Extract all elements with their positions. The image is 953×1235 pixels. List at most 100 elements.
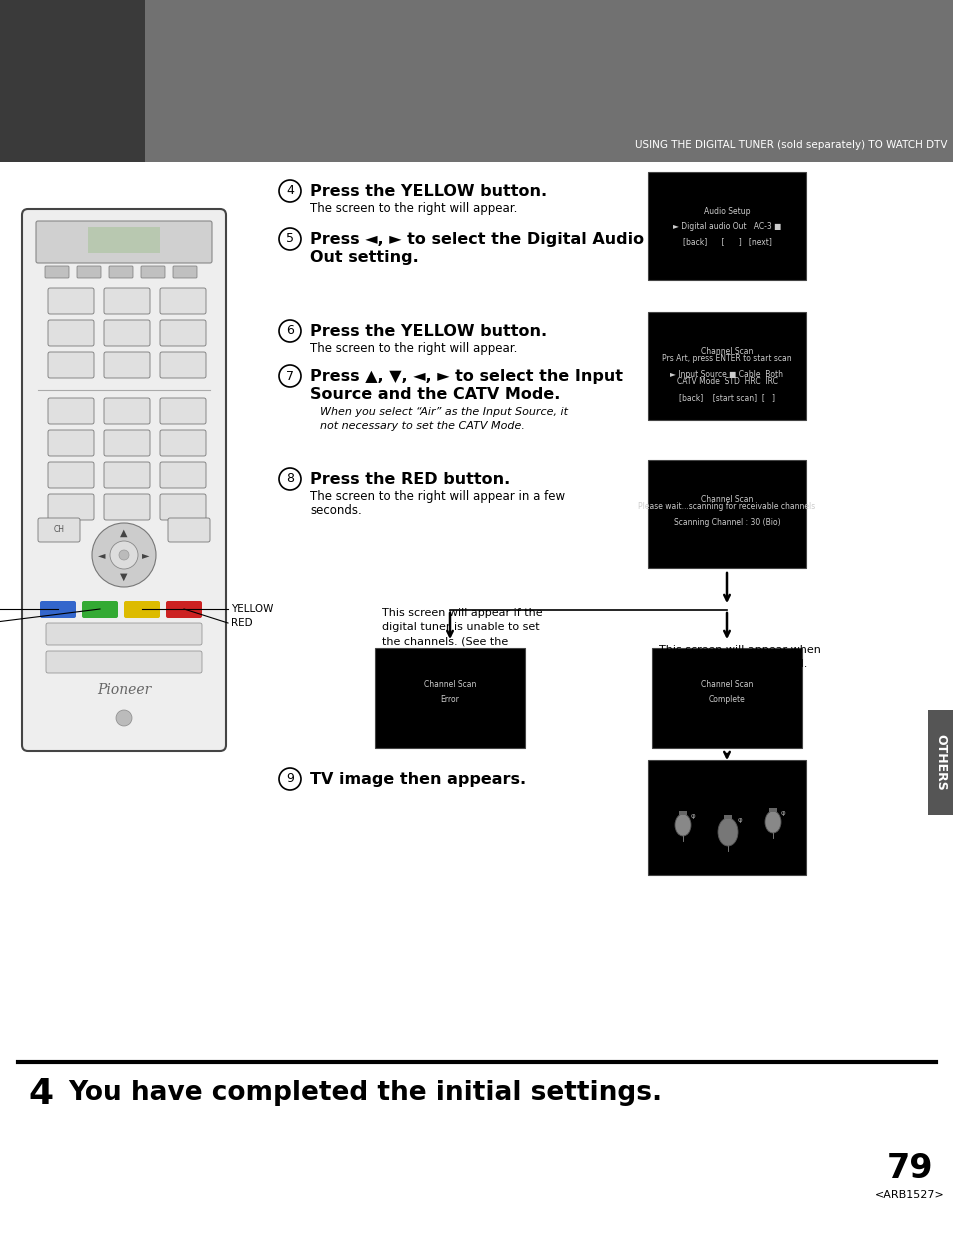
Text: When you select “Air” as the Input Source, it: When you select “Air” as the Input Sourc… (319, 408, 567, 417)
FancyBboxPatch shape (48, 288, 94, 314)
Circle shape (119, 550, 129, 559)
Text: 5: 5 (286, 232, 294, 246)
FancyBboxPatch shape (104, 288, 150, 314)
FancyBboxPatch shape (45, 266, 69, 278)
Bar (679, 811, 686, 815)
Bar (88, 227, 160, 253)
Bar (647, 312, 805, 420)
FancyBboxPatch shape (166, 601, 202, 618)
Text: ►: ► (142, 550, 150, 559)
Text: 9: 9 (286, 773, 294, 785)
Bar (0, 0, 145, 162)
FancyBboxPatch shape (48, 320, 94, 346)
FancyBboxPatch shape (160, 398, 206, 424)
Text: 4: 4 (286, 184, 294, 198)
FancyBboxPatch shape (160, 320, 206, 346)
FancyBboxPatch shape (104, 430, 150, 456)
Text: USING THE DIGITAL TUNER (sold separately) TO WATCH DTV: USING THE DIGITAL TUNER (sold separately… (635, 140, 947, 149)
Text: Channel Scan: Channel Scan (700, 494, 753, 504)
Text: ▼: ▼ (120, 572, 128, 582)
FancyBboxPatch shape (22, 209, 226, 751)
Text: ◄: ◄ (98, 550, 106, 559)
FancyBboxPatch shape (160, 494, 206, 520)
Text: 7: 7 (286, 369, 294, 383)
Bar (647, 459, 805, 568)
Text: Press ▲, ▼, ◄, ► to select the Input: Press ▲, ▼, ◄, ► to select the Input (310, 369, 622, 384)
Text: ▲: ▲ (120, 529, 128, 538)
Bar (768, 808, 776, 811)
Text: Complete: Complete (708, 695, 744, 704)
Text: [back]    [start scan]  [   ]: [back] [start scan] [ ] (679, 393, 774, 401)
Text: CH: CH (53, 526, 65, 535)
Text: Channel Scan: Channel Scan (700, 347, 753, 356)
Text: ► Digital audio Out   AC-3 ■: ► Digital audio Out AC-3 ■ (672, 222, 781, 231)
Text: The screen to the right will appear.: The screen to the right will appear. (310, 203, 517, 215)
Circle shape (116, 710, 132, 726)
FancyBboxPatch shape (104, 462, 150, 488)
Text: Audio Setup: Audio Setup (703, 206, 749, 216)
Text: seconds.: seconds. (310, 504, 361, 517)
FancyBboxPatch shape (160, 288, 206, 314)
Text: φ: φ (737, 818, 741, 823)
FancyBboxPatch shape (124, 601, 160, 618)
FancyBboxPatch shape (82, 601, 118, 618)
FancyBboxPatch shape (172, 266, 196, 278)
Circle shape (110, 541, 138, 569)
Text: This screen will appear when
channel scan has finished.: This screen will appear when channel sca… (659, 645, 820, 669)
Text: TV image then appears.: TV image then appears. (310, 772, 525, 787)
Text: 8: 8 (286, 473, 294, 485)
Text: Prs Art, press ENTER to start scan: Prs Art, press ENTER to start scan (661, 354, 791, 363)
FancyBboxPatch shape (104, 494, 150, 520)
Text: You have completed the initial settings.: You have completed the initial settings. (68, 1079, 661, 1107)
FancyBboxPatch shape (141, 266, 165, 278)
Text: Out setting.: Out setting. (310, 249, 418, 266)
FancyBboxPatch shape (77, 266, 101, 278)
FancyBboxPatch shape (160, 352, 206, 378)
Text: Please wait...scanning for receivable channels: Please wait...scanning for receivable ch… (638, 503, 815, 511)
FancyBboxPatch shape (160, 462, 206, 488)
Text: φ: φ (690, 813, 695, 819)
FancyBboxPatch shape (109, 266, 132, 278)
Text: Press the RED button.: Press the RED button. (310, 472, 510, 487)
Text: Press the YELLOW button.: Press the YELLOW button. (310, 324, 547, 338)
FancyBboxPatch shape (40, 601, 76, 618)
Bar (647, 760, 805, 876)
FancyBboxPatch shape (104, 398, 150, 424)
FancyBboxPatch shape (38, 517, 80, 542)
Text: Press ◄, ► to select the Digital Audio: Press ◄, ► to select the Digital Audio (310, 232, 643, 247)
Text: Press the YELLOW button.: Press the YELLOW button. (310, 184, 547, 199)
FancyBboxPatch shape (48, 352, 94, 378)
Text: 79: 79 (886, 1152, 932, 1186)
Text: This screen will appear if the
digital tuner is unable to set
the channels. (See: This screen will appear if the digital t… (381, 608, 542, 674)
Text: Scanning Channel : 30 (Bio): Scanning Channel : 30 (Bio) (673, 517, 780, 526)
Text: RED: RED (231, 618, 253, 629)
FancyBboxPatch shape (48, 430, 94, 456)
FancyBboxPatch shape (104, 352, 150, 378)
FancyBboxPatch shape (46, 622, 202, 645)
FancyBboxPatch shape (48, 398, 94, 424)
Text: 4: 4 (28, 1077, 53, 1112)
Text: 6: 6 (286, 325, 294, 337)
FancyBboxPatch shape (48, 494, 94, 520)
Bar (647, 172, 805, 280)
Text: Channel Scan: Channel Scan (700, 680, 753, 689)
Text: not necessary to set the CATV Mode.: not necessary to set the CATV Mode. (319, 421, 524, 431)
Text: <ARB1527>: <ARB1527> (874, 1191, 943, 1200)
Text: The screen to the right will appear in a few: The screen to the right will appear in a… (310, 490, 564, 503)
Text: CATV Mode  STD  HRC  IRC: CATV Mode STD HRC IRC (676, 378, 777, 387)
Bar (375, 648, 524, 748)
Ellipse shape (764, 811, 781, 832)
FancyBboxPatch shape (46, 651, 202, 673)
Text: Pioneer: Pioneer (97, 683, 151, 697)
Bar (145, 0, 953, 162)
Text: OTHERS: OTHERS (934, 734, 946, 790)
FancyBboxPatch shape (168, 517, 210, 542)
FancyBboxPatch shape (160, 430, 206, 456)
Text: YELLOW: YELLOW (231, 604, 274, 614)
Text: Error: Error (440, 695, 459, 704)
Bar (927, 710, 953, 815)
Text: [back]      [      ]   [next]: [back] [ ] [next] (681, 237, 771, 246)
Text: The screen to the right will appear.: The screen to the right will appear. (310, 342, 517, 354)
Text: Source and the CATV Mode.: Source and the CATV Mode. (310, 387, 559, 403)
FancyBboxPatch shape (36, 221, 212, 263)
